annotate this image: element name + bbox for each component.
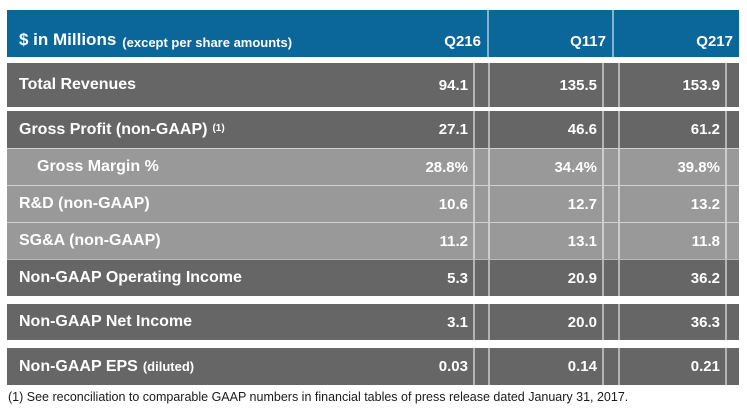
column-spacer [473,304,490,340]
cell-value: 3.1 [447,313,468,331]
column-spacer [725,149,739,185]
cell-value: 27.1 [438,121,468,138]
table-title-note: (except per share amounts) [122,35,293,50]
row-label-text: Non-GAAP Operating Income [19,269,242,286]
cell-value: 13.2 [690,195,720,213]
column-spacer [473,63,490,107]
table-row: Non-GAAP EPS (diluted) 0.03 0.14 0.21 [7,348,739,385]
table-title: $ in Millions [19,30,117,49]
cell-value: 0.14 [567,358,597,375]
cell-value: 13.1 [567,232,597,250]
column-spacer [602,348,620,385]
column-header-q117: Q117 [487,10,612,57]
cell-value: 153.9 [682,76,720,94]
table-header-row: $ in Millions (except per share amounts)… [7,10,739,57]
cell-value: 46.6 [567,121,597,138]
table-row: R&D (non-GAAP) 10.6 12.7 13.2 [7,185,739,222]
cell-value: 0.03 [438,358,468,375]
column-spacer [725,304,739,340]
column-spacer [473,260,490,296]
column-spacer [725,348,739,385]
row-label: Gross Margin % [7,149,383,185]
row-label-text: SG&A (non-GAAP) [19,232,161,249]
cell-value: 28.8% [425,158,468,176]
column-spacer [473,186,490,222]
row-label-text: R&D (non-GAAP) [19,195,150,212]
row-label-text: Gross Profit (non-GAAP) [19,120,208,138]
cell-value: 34.4% [554,158,597,176]
column-spacer [473,223,490,259]
table-row: Gross Margin % 28.8% 34.4% 39.8% [7,148,739,185]
table-row: Non-GAAP Net Income 3.1 20.0 36.3 [7,304,739,340]
row-label-text: Non-GAAP Net Income [19,313,193,330]
column-header-q216: Q216 [444,33,481,50]
cell-value: 36.3 [690,313,720,331]
column-spacer [725,186,739,222]
column-spacer [602,149,620,185]
row-label-text: Total Revenues [19,76,137,93]
table-row: Total Revenues 94.1 135.5 153.9 [7,63,739,107]
row-label: Total Revenues [7,63,383,107]
cell-value: 61.2 [690,121,720,138]
row-label: Non-GAAP EPS (diluted) [7,348,383,385]
column-spacer [725,223,739,259]
table-body: Total Revenues 94.1 135.5 153.9 Gross Profit… [7,63,739,385]
row-label-note: (1) [212,123,225,134]
row-label: Non-GAAP Operating Income [7,260,383,296]
cell-value: 0.21 [690,358,720,375]
row-label: SG&A (non-GAAP) [7,223,383,259]
row-label: R&D (non-GAAP) [7,186,383,222]
column-spacer [473,149,490,185]
column-spacer [602,63,620,107]
cell-value: 135.5 [559,76,597,94]
row-label-note: (diluted) [142,359,195,374]
row-label-text: Gross Margin % [37,158,159,175]
column-spacer [473,111,490,148]
table-row: SG&A (non-GAAP) 11.2 13.1 11.8 [7,222,739,259]
table-title-cell: $ in Millions (except per share amounts) [7,10,383,57]
row-label: Non-GAAP Net Income [7,304,383,340]
cell-value: 36.2 [690,269,720,287]
column-spacer [725,63,739,107]
row-label: Gross Profit (non-GAAP) (1) [7,111,383,148]
column-header-q217: Q217 [612,10,739,57]
column-spacer [602,223,620,259]
column-spacer [473,348,490,385]
footnote: (1) See reconciliation to comparable GAA… [8,390,629,404]
cell-value: 12.7 [567,195,597,213]
cell-value: 20.0 [567,313,597,331]
cell-value: 20.9 [567,269,597,287]
table-row: Non-GAAP Operating Income 5.3 20.9 36.2 [7,259,739,296]
column-spacer [725,111,739,148]
cell-value: 11.8 [691,232,720,250]
cell-value: 94.1 [438,76,468,94]
cell-value: 10.6 [438,195,468,213]
column-spacer [725,260,739,296]
column-spacer [602,186,620,222]
row-label-text: Non-GAAP EPS [19,357,138,375]
column-spacer [602,111,620,148]
cell-value: 11.2 [439,232,468,250]
column-spacer [602,304,620,340]
financial-summary-table: $ in Millions (except per share amounts)… [7,10,739,404]
cell-value: 5.3 [447,269,468,287]
table-row: Gross Profit (non-GAAP) (1) 27.1 46.6 61.2 [7,111,739,148]
column-spacer [602,260,620,296]
cell-value: 39.8% [677,158,720,176]
